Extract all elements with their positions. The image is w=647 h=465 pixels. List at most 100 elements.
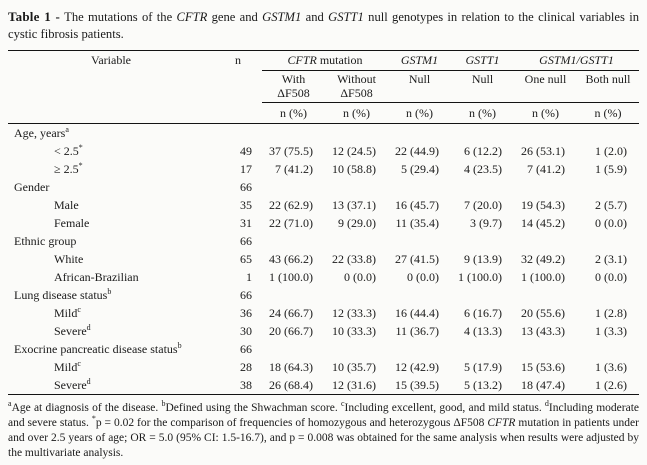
table-caption-label: Table 1 - xyxy=(8,9,61,24)
superscript-marker: a xyxy=(8,399,12,409)
row-label-text: Severe xyxy=(54,323,87,338)
text-segment: null genotypes in relation to the clinic… xyxy=(8,10,640,41)
value-cell-empty xyxy=(514,178,577,196)
row-label: African-Brazilian xyxy=(8,268,214,286)
text-segment: p = 0.02 for the comparison of frequenci… xyxy=(95,417,488,429)
value-cell: 10 (58.8) xyxy=(332,161,377,176)
unit-cell: n (%) xyxy=(514,102,578,124)
row-label-text: Ethnic group xyxy=(14,233,77,248)
data-row: Mildc 28 18 (64.3) 10 (35.7) 12 (42.9) 5 (17.… xyxy=(8,358,639,376)
value-cell: 9 (29.0) xyxy=(338,215,377,230)
header-row-units: n (%) n (%) n (%) n (%) n (%) n (%) xyxy=(8,102,640,124)
value-cell: 15 (53.6) xyxy=(521,359,566,374)
value-cell-empty xyxy=(388,286,451,304)
col-group-header: CFTR mutation xyxy=(262,50,389,71)
value-cell-empty xyxy=(514,340,577,358)
value-cell-empty xyxy=(262,340,325,358)
value-cell: 0 (0.0) xyxy=(595,215,628,230)
value-cell: 20 (66.7) xyxy=(269,323,313,338)
table-header: Variable n CFTR mutation GSTM1 GSTT1 GSTM1/… xyxy=(8,50,640,124)
n-cell: 1 xyxy=(246,269,252,284)
subheader-line1: Both null xyxy=(585,72,631,86)
text-segment: The mutations of the xyxy=(60,10,177,24)
value-cell: 12 (24.5) xyxy=(332,143,377,158)
subheader-line1: Null xyxy=(408,72,431,86)
row-label: Age, yearsa xyxy=(8,124,214,143)
clinical-variables-table: Variable n CFTR mutation GSTM1 GSTT1 GSTM1/… xyxy=(8,50,640,395)
value-cell: 1 (100.0) xyxy=(269,269,313,284)
n-cell: 35 xyxy=(240,197,252,212)
superscript-marker: * xyxy=(78,142,83,152)
value-cell: 1 (3.3) xyxy=(595,323,628,338)
text-segment: Including excellent, good, and mild stat… xyxy=(344,402,545,414)
col-subheader: Null xyxy=(451,70,515,103)
value-cell-empty xyxy=(451,340,514,358)
text-segment: and xyxy=(301,10,329,24)
superscript-marker: c xyxy=(77,304,81,314)
value-cell: 14 (45.2) xyxy=(521,215,566,230)
value-cell: 13 (43.3) xyxy=(521,323,566,338)
value-cell-empty xyxy=(388,178,451,196)
text-segment: Including moderate and severe status. xyxy=(8,402,639,429)
italic-gene-name: CFTR xyxy=(287,53,317,67)
value-cell: 1 (3.6) xyxy=(595,359,628,374)
n-cell xyxy=(214,124,262,143)
col-subheader: With ΔF508 xyxy=(262,70,325,103)
value-cell: 6 (12.2) xyxy=(464,143,503,158)
n-cell: 65 xyxy=(240,251,252,266)
header-row-subheaders: With ΔF508 Without ΔF508 Null Null One null Bot… xyxy=(8,70,640,103)
value-cell-empty xyxy=(451,232,514,250)
data-row: Severed 38 26 (68.4) 12 (31.6) 15 (39.5) 5 (1… xyxy=(8,376,640,395)
n-cell: 66 xyxy=(240,233,252,248)
table-caption: Table 1 - The mutations of the CFTR gene… xyxy=(8,8,639,43)
row-label-text: Male xyxy=(54,197,79,212)
superscript-marker: b xyxy=(161,399,166,409)
value-cell-empty xyxy=(388,340,451,358)
value-cell: 9 (13.9) xyxy=(464,251,503,266)
col-subheader: Null xyxy=(388,70,452,103)
value-cell: 19 (54.3) xyxy=(521,197,566,212)
value-cell: 1 (2.6) xyxy=(577,376,640,395)
value-cell-empty xyxy=(514,286,577,304)
n-cell: 17 xyxy=(240,161,252,176)
data-row: Severed 30 20 (66.7) 10 (33.3) 11 (36.7) 4 (1… xyxy=(8,322,639,340)
value-cell: 22 (71.0) xyxy=(269,215,313,230)
row-label-text: Mild xyxy=(54,305,78,320)
col-subheader: Both null xyxy=(577,70,640,103)
value-cell: 32 (49.2) xyxy=(521,251,566,266)
value-cell: 2 (3.1) xyxy=(595,251,628,266)
value-cell: 4 (13.3) xyxy=(464,323,503,338)
value-cell: 7 (41.2) xyxy=(275,161,313,176)
data-row: ≥ 2.5* 17 7 (41.2) 10 (58.8) 5 (29.4) 4 (23.5… xyxy=(8,160,639,178)
value-cell-empty xyxy=(325,340,388,358)
row-label: Severed xyxy=(8,322,214,340)
table-body: Age, yearsa < 2.5* 49 37 (75.5) 12 (24.5) 22 … xyxy=(8,124,640,395)
value-cell: 4 (23.5) xyxy=(464,161,503,176)
italic-gene-name: GSTT1 xyxy=(328,10,364,24)
value-cell: 0 (0.0) xyxy=(344,269,377,284)
section-row: Exocrine pancreatic disease statusb 66 xyxy=(8,340,639,358)
value-cell: 0 (0.0) xyxy=(595,269,628,284)
value-cell-empty xyxy=(388,124,451,143)
value-cell-empty xyxy=(451,286,514,304)
value-cell: 1 (100.0) xyxy=(458,269,503,284)
row-label-text: Lung disease status xyxy=(14,287,108,302)
row-label: ≥ 2.5* xyxy=(8,160,214,178)
value-cell: 22 (62.9) xyxy=(269,197,313,212)
row-label-text: < 2.5 xyxy=(54,143,79,158)
italic-gene-name: GSTT1 xyxy=(465,53,500,67)
italic-gene-name: CFTR xyxy=(176,10,208,24)
row-label-text: African-Brazilian xyxy=(54,269,139,284)
col-group-header: GSTT1 xyxy=(451,50,515,71)
value-cell-empty xyxy=(325,124,388,143)
col-header-variable: Variable xyxy=(8,50,214,124)
value-cell: 0 (0.0) xyxy=(407,269,440,284)
superscript-marker: c xyxy=(77,358,81,368)
value-cell-empty xyxy=(451,124,514,143)
value-cell: 22 (33.8) xyxy=(332,251,377,266)
table-footnote: aAge at diagnosis of the disease. bDefin… xyxy=(8,399,639,461)
row-label-text: Mild xyxy=(54,359,78,374)
col-subheader: Without ΔF508 xyxy=(325,70,389,103)
n-cell: 30 xyxy=(240,323,252,338)
row-label: < 2.5* xyxy=(8,142,214,160)
